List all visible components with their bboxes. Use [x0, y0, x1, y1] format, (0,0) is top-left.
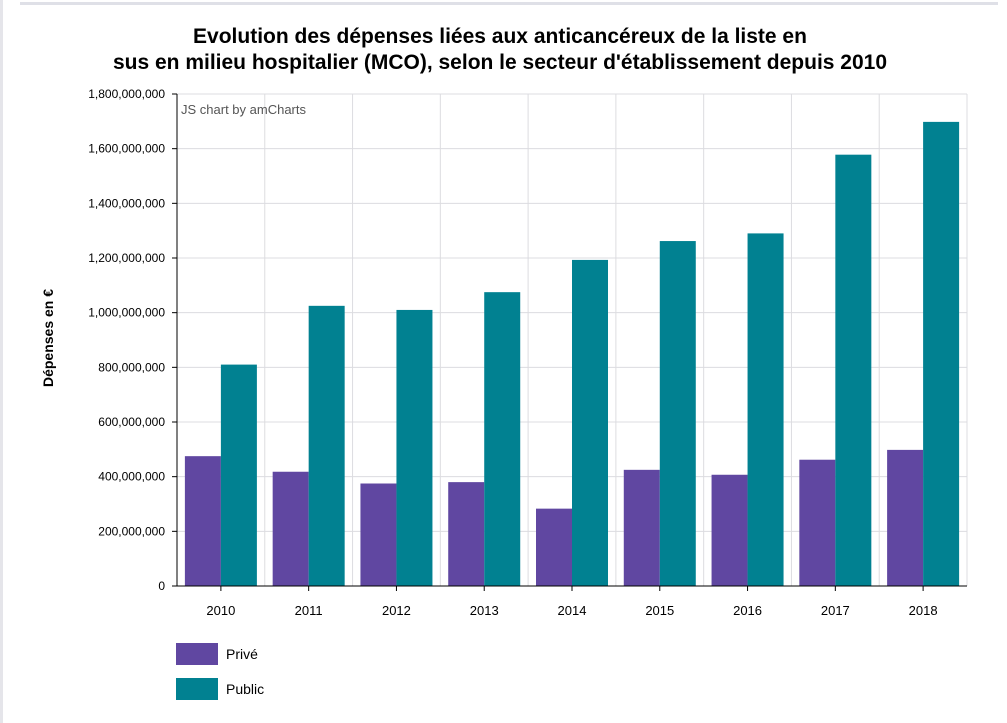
y-tick-label: 0: [158, 579, 165, 593]
x-tick-label: 2012: [382, 603, 411, 618]
bar-public-2011[interactable]: [308, 305, 345, 586]
bar-priv-2013[interactable]: [448, 482, 485, 586]
legend-label-prive: Privé: [226, 646, 258, 662]
y-tick-label: 1,400,000,000: [88, 196, 165, 210]
legend-swatch-prive: [176, 643, 218, 665]
x-tick-label: 2014: [558, 603, 587, 618]
bar-priv-2015[interactable]: [623, 469, 660, 586]
y-tick-label: 200,000,000: [98, 524, 165, 538]
y-tick-label: 1,000,000,000: [88, 306, 165, 320]
bar-public-2012[interactable]: [396, 309, 433, 586]
bar-priv-2010[interactable]: [184, 456, 221, 586]
legend: Privé Public: [176, 643, 264, 713]
legend-label-public: Public: [226, 681, 265, 697]
y-tick-label: 600,000,000: [98, 415, 165, 429]
bar-public-2017[interactable]: [835, 154, 872, 586]
x-tick-label: 2016: [733, 603, 762, 618]
chart-title: Evolution des dépenses liées aux antican…: [0, 24, 1000, 76]
x-tick-label: 2015: [645, 603, 674, 618]
x-tick-label: 2011: [295, 603, 323, 618]
bar-priv-2016[interactable]: [711, 474, 748, 586]
x-tick-label: 2017: [821, 603, 850, 618]
bar-public-2015[interactable]: [659, 241, 696, 586]
y-tick-label: 1,200,000,000: [88, 251, 165, 265]
legend-swatch-public: [176, 678, 218, 700]
bar-public-2013[interactable]: [484, 292, 521, 586]
y-axis-title: Dépenses en €: [40, 289, 56, 387]
bar-priv-2014[interactable]: [536, 508, 572, 586]
bar-priv-2018[interactable]: [887, 449, 924, 586]
x-tick-label: 2010: [206, 603, 235, 618]
bar-public-2014[interactable]: [572, 259, 608, 586]
chart-title-line-2: sus en milieu hospitalier (MCO), selon l…: [112, 51, 888, 74]
y-tick-label: 1,800,000,000: [88, 87, 165, 101]
top-rule: [20, 2, 998, 5]
left-border: [0, 0, 3, 723]
x-tick-label: 2013: [470, 603, 499, 618]
bar-priv-2017[interactable]: [799, 459, 836, 586]
amcharts-credit[interactable]: JS chart by amCharts: [181, 102, 306, 117]
bar-public-2018[interactable]: [923, 121, 960, 586]
bar-priv-2011[interactable]: [272, 471, 309, 586]
bar-public-2016[interactable]: [747, 233, 784, 586]
y-tick-label: 400,000,000: [98, 470, 165, 484]
y-tick-label: 800,000,000: [98, 360, 165, 374]
legend-item-prive[interactable]: Privé: [176, 643, 264, 665]
bar-public-2010[interactable]: [220, 364, 257, 586]
x-tick-label: 2018: [909, 603, 938, 618]
y-tick-label: 1,600,000,000: [88, 142, 165, 156]
bar-priv-2012[interactable]: [360, 483, 397, 587]
chart-title-line-1: Evolution des dépenses liées aux antican…: [193, 25, 807, 48]
legend-item-public[interactable]: Public: [176, 678, 264, 700]
